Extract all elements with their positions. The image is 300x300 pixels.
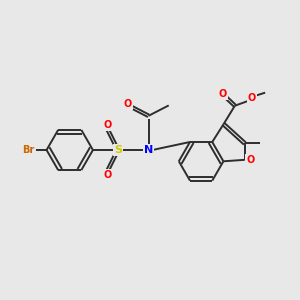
Text: N: N [144, 145, 153, 155]
Text: O: O [124, 99, 132, 109]
Text: O: O [248, 93, 256, 103]
Text: S: S [114, 145, 122, 155]
Text: Br: Br [22, 145, 35, 155]
Text: O: O [219, 89, 227, 99]
Text: O: O [246, 155, 254, 165]
Text: O: O [103, 170, 112, 180]
Text: O: O [103, 120, 112, 130]
